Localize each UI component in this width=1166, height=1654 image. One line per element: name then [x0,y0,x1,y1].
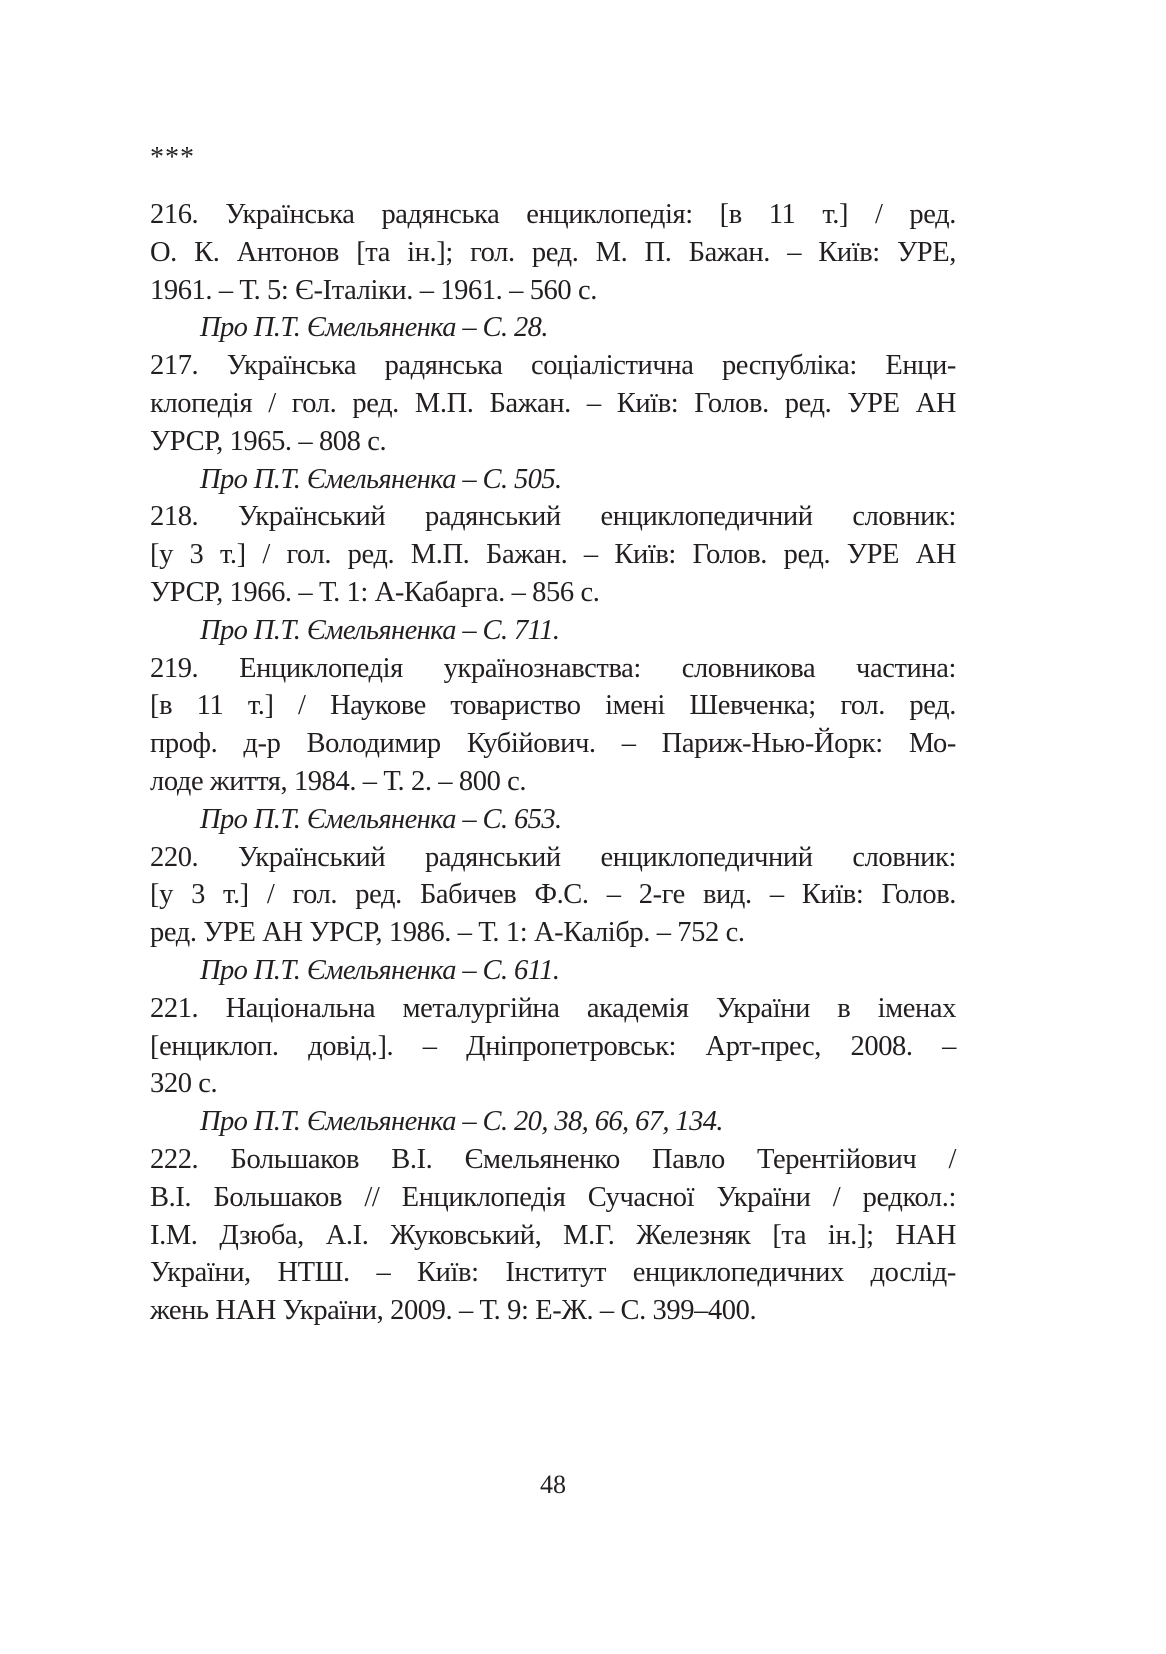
bibliography-entry: 216. Українська радянська енциклопедія: … [150,196,956,347]
entry-text-line: проф. д-р Володимир Кубійович. – Париж-Н… [150,728,956,760]
entry-text-line: 216. Українська радянська енциклопедія: … [150,199,956,230]
entry-text-line: ред. УРЕ АН УРСР, 1986. – Т. 1: А-Калібр… [150,917,745,949]
entry-text-line: [енциклоп. довід.]. – Дніпропетровськ: А… [150,1030,956,1062]
entry-page-reference: Про П.Т. Ємельяненка – С. 505. [200,463,562,495]
entry-text-line: України, НТШ. – Київ: Інститут енциклопе… [150,1257,956,1289]
entry-text-line: 320 с. [150,1068,218,1100]
entry-text-line: 1961. – Т. 5: Є-Італіки. – 1961. – 560 с… [150,274,597,306]
bibliography-entry: 218. Український радянський енциклопедич… [150,498,956,649]
bibliography-entry: 220. Український радянський енциклопедич… [150,839,956,990]
entry-page-reference: Про П.Т. Ємельяненка – С. 20, 38, 66, 67… [200,1106,723,1138]
entry-page-reference: Про П.Т. Ємельяненка – С. 653. [200,803,562,835]
entry-text-line: УРСР, 1966. – Т. 1: А-Кабарга. – 856 с. [150,576,600,608]
entry-text-line: клопедія / гол. ред. М.П. Бажан. – Київ:… [150,387,956,419]
entry-page-reference: Про П.Т. Ємельяненка – С. 28. [200,312,548,344]
entry-text-line: О. К. Антонов [та ін.]; гол. ред. М. П. … [150,236,956,268]
bibliography-list: 216. Українська радянська енциклопедія: … [150,196,956,1330]
entry-text-line: [у 3 т.] / гол. ред. Бабичев Ф.С. – 2-ге… [150,879,956,911]
bibliography-entry: 219. Енциклопедія українознавства: словн… [150,650,956,839]
entry-text-line: [в 11 т.] / Наукове товариство імені Шев… [150,690,956,722]
entry-page-reference: Про П.Т. Ємельяненка – С. 711. [200,614,560,646]
entry-text-line: 221. Національна металургійна академія У… [150,992,956,1024]
entry-text-line: жень НАН України, 2009. – Т. 9: Е-Ж. – С… [150,1295,757,1327]
entry-text-line: 218. Український радянський енциклопедич… [150,501,956,533]
entry-text-line: 217. Українська радянська соціалістична … [150,350,956,382]
entry-text-line: 222. Большаков В.І. Ємельяненко Павло Те… [150,1143,956,1175]
page-number: 48 [540,1470,566,1499]
bibliography-entry: 217. Українська радянська соціалістична … [150,347,956,498]
bibliography-entry: 221. Національна металургійна академія У… [150,990,956,1141]
entry-text-line: лоде життя, 1984. – Т. 2. – 800 с. [150,765,527,797]
entry-text-line: [у 3 т.] / гол. ред. М.П. Бажан. – Київ:… [150,539,956,571]
section-separator: *** [150,142,195,173]
entry-text-line: І.М. Дзюба, А.І. Жуковський, М.Г. Железн… [150,1219,956,1251]
entry-page-reference: Про П.Т. Ємельяненка – С. 611. [200,954,560,986]
entry-text-line: В.І. Большаков // Енциклопедія Сучасної … [150,1181,956,1213]
entry-text-line: УРСР, 1965. – 808 с. [150,425,387,457]
entry-text-line: 219. Енциклопедія українознавства: словн… [150,652,956,684]
bibliography-entry: 222. Большаков В.І. Ємельяненко Павло Те… [150,1141,956,1330]
entry-text-line: 220. Український радянський енциклопедич… [150,841,956,873]
